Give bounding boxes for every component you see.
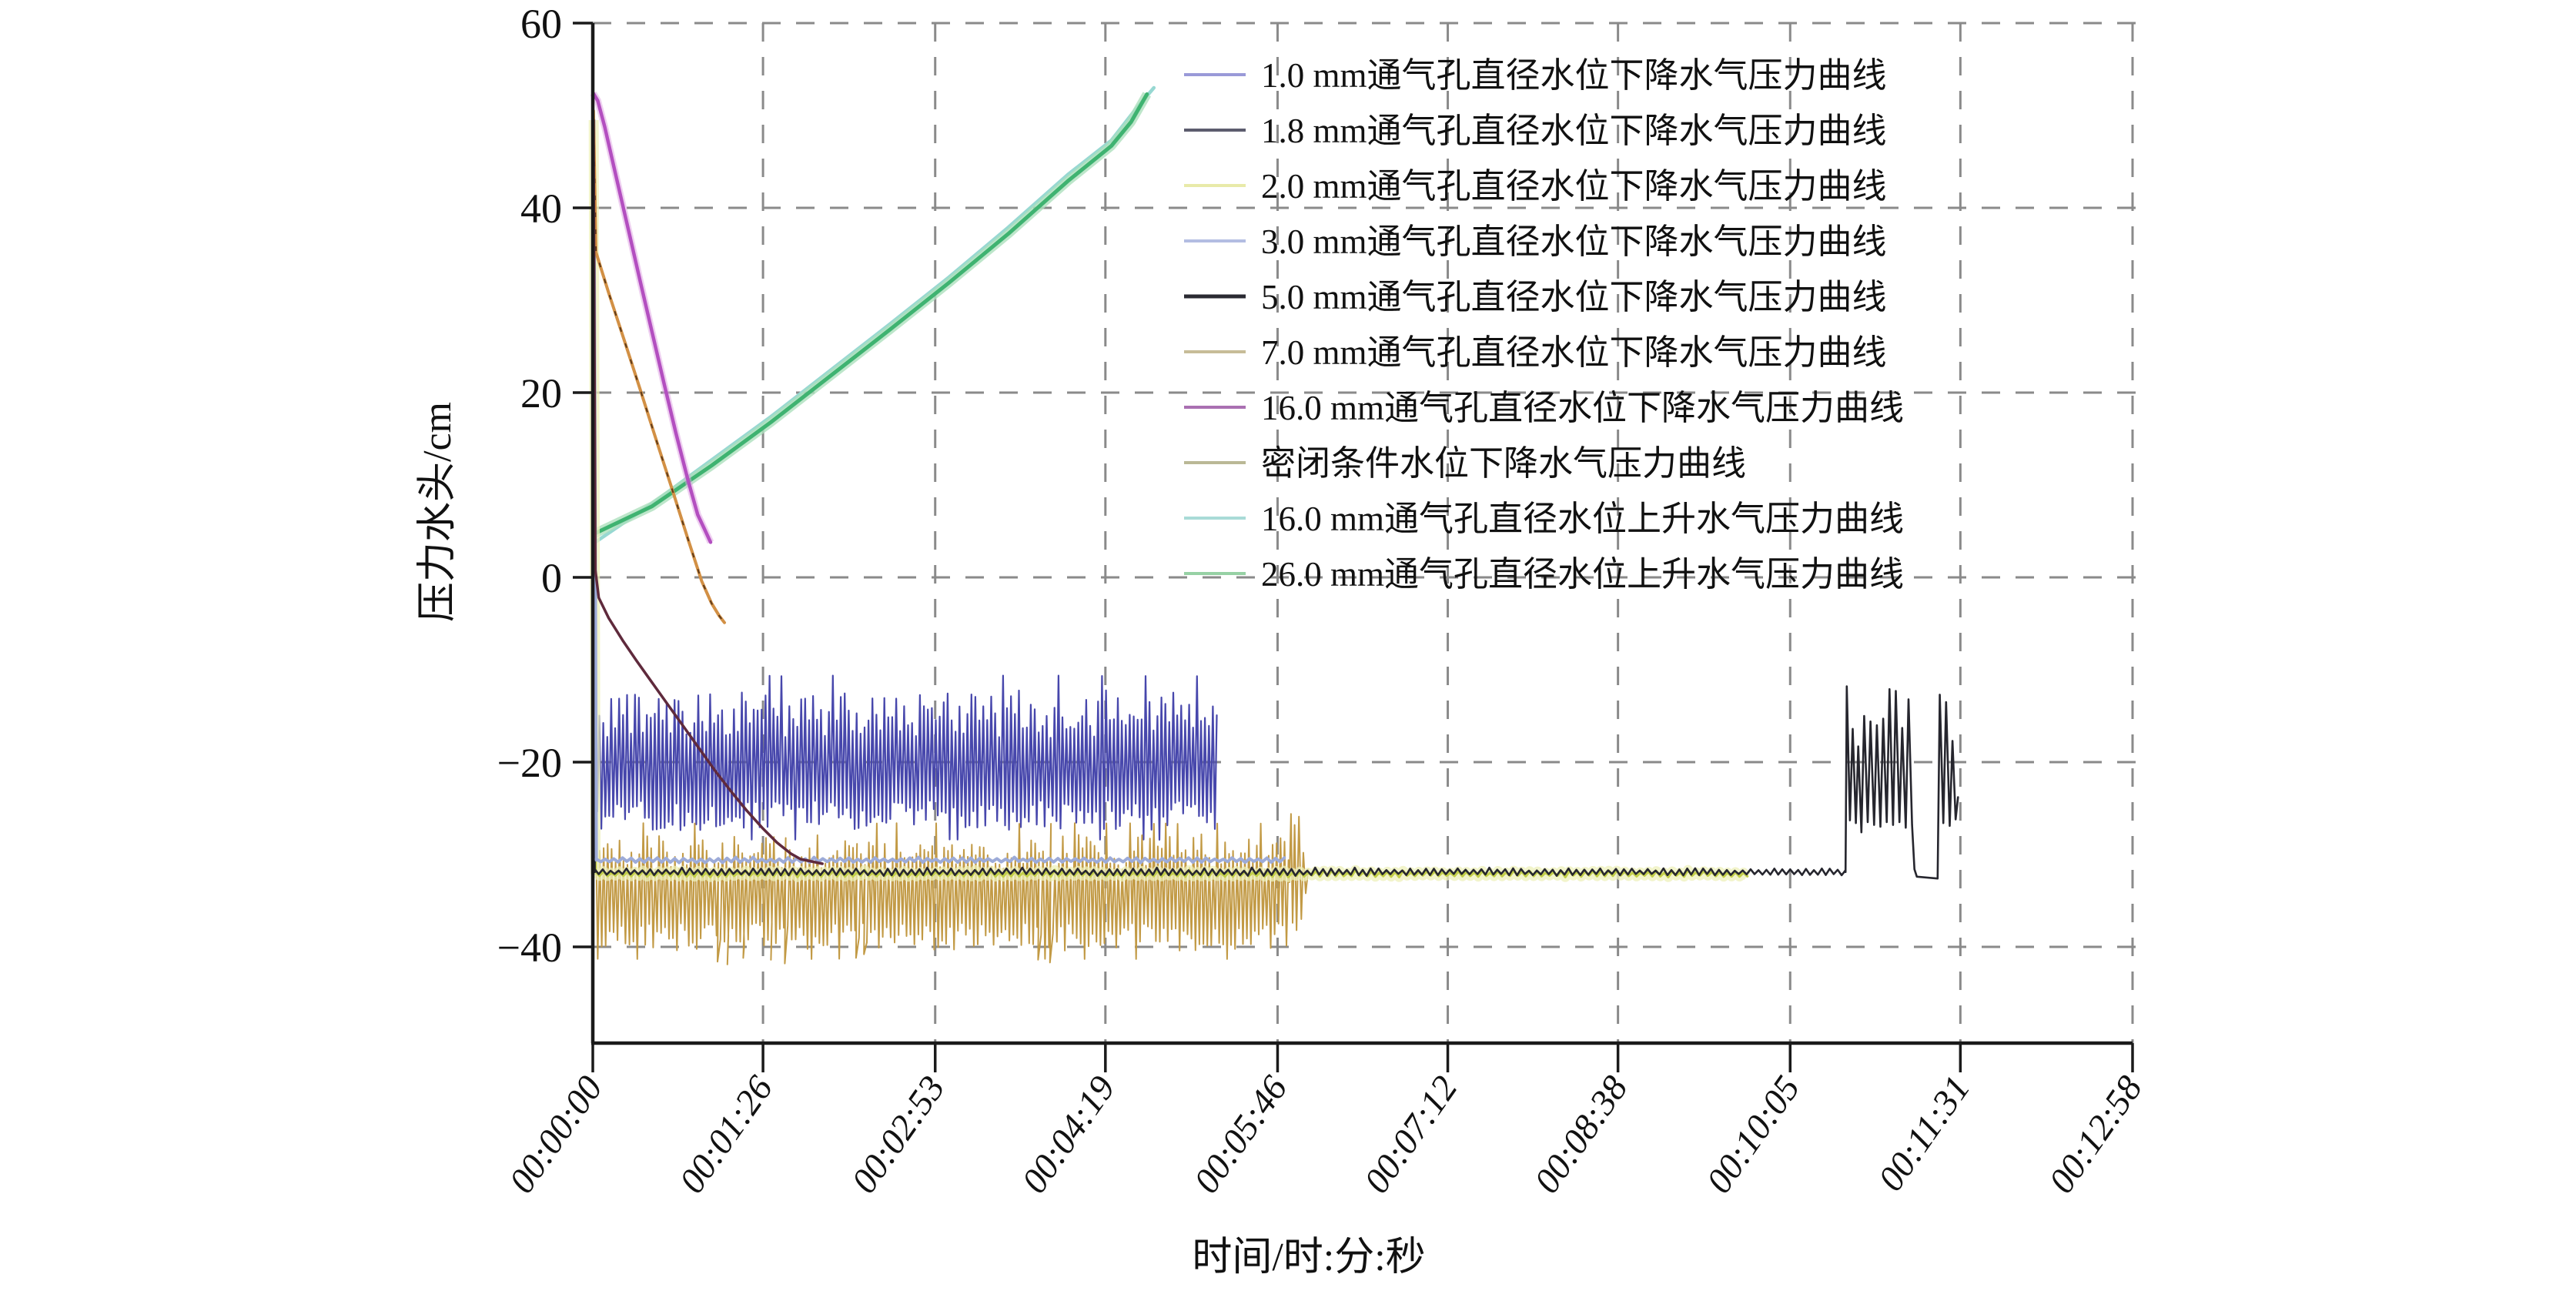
data-series [588, 85, 1959, 965]
legend-item-label: 2.0 mm通气孔直径水位下降水气压力曲线 [1261, 167, 1887, 206]
y-tick-label: −40 [497, 925, 562, 971]
x-tick-label: 00:07:12 [1357, 1069, 1465, 1200]
series-line [592, 119, 824, 865]
x-tick-label: 00:12:58 [2042, 1069, 2150, 1200]
legend-item: 1.8 mm通气孔直径水位下降水气压力曲线 [1184, 112, 1887, 150]
legend-item-label: 7.0 mm通气孔直径水位下降水气压力曲线 [1261, 333, 1887, 372]
series-line [594, 674, 1218, 841]
series-line [594, 822, 1290, 965]
legend: 1.0 mm通气孔直径水位下降水气压力曲线 1.8 mm通气孔直径水位下降水气压力… [1184, 56, 1904, 594]
legend-item: 26.0 mm通气孔直径水位上升水气压力曲线 [1184, 555, 1904, 594]
series-line [594, 866, 1847, 877]
grid-lines [591, 22, 2148, 1043]
legend-item: 密闭条件水位下降水气压力曲线 [1184, 444, 1746, 483]
x-tick-label: 00:11:31 [1871, 1069, 1978, 1198]
legend-item: 5.0 mm通气孔直径水位下降水气压力曲线 [1184, 278, 1887, 316]
x-tick-label: 00:05:46 [1186, 1069, 1296, 1200]
series-glow [591, 92, 1152, 539]
axes [573, 22, 2134, 1072]
series-0 [593, 142, 1218, 841]
x-tick-label: 00:00:00 [502, 1069, 611, 1200]
series-line [1844, 685, 1959, 880]
x-tick-label: 00:01:26 [672, 1069, 781, 1200]
series-9 [591, 92, 1152, 539]
series-line [591, 91, 713, 544]
legend-item-label: 3.0 mm通气孔直径水位下降水气压力曲线 [1261, 222, 1887, 261]
x-tick-label: 00:04:19 [1014, 1069, 1122, 1200]
y-tick-label: −20 [497, 740, 562, 786]
legend-item-label: 16.0 mm通气孔直径水位上升水气压力曲线 [1261, 500, 1904, 538]
series-6 [590, 91, 714, 544]
legend-item-label: 26.0 mm通气孔直径水位上升水气压力曲线 [1261, 555, 1904, 594]
y-tick-label: 40 [520, 186, 562, 232]
legend-item-label: 5.0 mm通气孔直径水位下降水气压力曲线 [1261, 278, 1887, 316]
series-5 [591, 109, 726, 624]
legend-item: 3.0 mm通气孔直径水位下降水气压力曲线 [1184, 222, 1887, 261]
legend-item-label: 1.8 mm通气孔直径水位下降水气压力曲线 [1261, 112, 1887, 150]
series-1 [592, 119, 824, 865]
legend-item-label: 1.0 mm通气孔直径水位下降水气压力曲线 [1261, 56, 1887, 95]
series-8 [592, 85, 1156, 545]
series-line [592, 85, 1156, 545]
series-line [591, 92, 1149, 537]
x-tick-label: 00:08:38 [1527, 1069, 1635, 1200]
legend-item: 1.0 mm通气孔直径水位下降水气压力曲线 [1184, 56, 1887, 95]
x-tick-label: 00:10:05 [1699, 1069, 1808, 1200]
legend-item: 16.0 mm通气孔直径水位上升水气压力曲线 [1184, 500, 1904, 538]
series-7 [594, 813, 1310, 965]
legend-item-label: 16.0 mm通气孔直径水位下降水气压力曲线 [1261, 389, 1904, 427]
series-line [591, 109, 726, 624]
legend-item: 16.0 mm通气孔直径水位下降水气压力曲线 [1184, 389, 1904, 427]
series-line [594, 855, 1286, 865]
x-tick-label: 00:02:53 [844, 1069, 952, 1200]
x-axis-label: 时间/时:分:秒 [1192, 1236, 1425, 1279]
y-tick-label: 0 [541, 555, 562, 601]
legend-item: 2.0 mm通气孔直径水位下降水气压力曲线 [1184, 167, 1887, 206]
legend-item: 7.0 mm通气孔直径水位下降水气压力曲线 [1184, 333, 1887, 372]
y-tick-label: 20 [520, 370, 562, 416]
legend-item-label: 密闭条件水位下降水气压力曲线 [1261, 444, 1746, 483]
y-tick-label: 60 [520, 1, 562, 47]
y-axis-label: 压力水头/cm [416, 402, 460, 622]
